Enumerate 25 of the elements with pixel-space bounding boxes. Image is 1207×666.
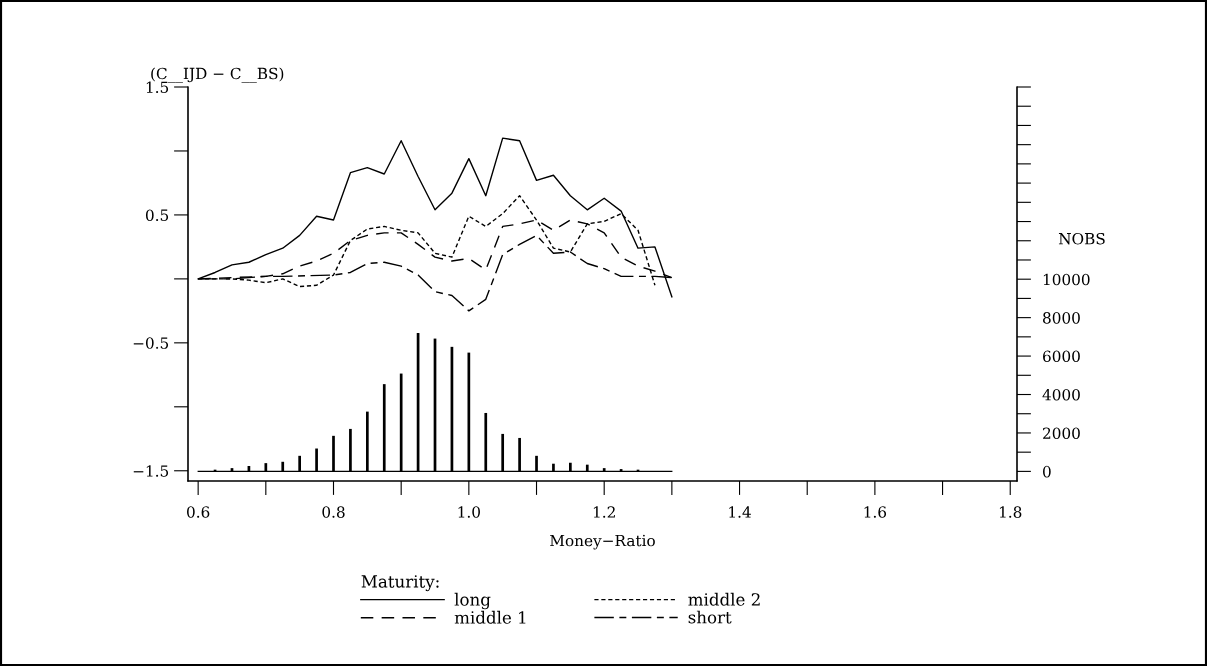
y2-tick-label: 2000 — [1043, 427, 1080, 439]
x-tick-label: 1.0 — [458, 506, 480, 518]
y2-tick-label: 10000 — [1043, 273, 1090, 286]
y2-axis-title: NOBS — [1058, 232, 1105, 245]
legend-label: short — [688, 610, 732, 624]
y-axis-title: (C__IJD − C__BS) — [151, 67, 284, 83]
legend-label: middle 1 — [454, 610, 526, 624]
y-tick-label: −0.5 — [133, 337, 169, 349]
legend-label: middle 2 — [688, 592, 760, 606]
x-tick-label: 1.6 — [864, 506, 887, 518]
y-tick-label: −1.5 — [133, 465, 169, 477]
x-tick-label: 0.6 — [187, 506, 210, 518]
x-tick-label: 1.8 — [999, 506, 1022, 518]
legend-label: long — [454, 592, 491, 610]
x-tick-label: 1.4 — [729, 506, 751, 518]
x-axis-title: Money−Ratio — [550, 534, 655, 550]
y2-tick-label: 8000 — [1043, 312, 1080, 324]
y2-tick-label: 6000 — [1043, 350, 1080, 363]
legend-title: Maturity: — [361, 575, 439, 592]
x-tick-label: 0.8 — [322, 506, 345, 518]
y2-tick-label: 0 — [1043, 465, 1051, 478]
y-tick-label: 1.5 — [146, 81, 169, 94]
x-tick-label: 1.2 — [593, 506, 615, 518]
y2-tick-label: 4000 — [1042, 388, 1080, 401]
y-tick-label: 0.5 — [145, 209, 169, 221]
